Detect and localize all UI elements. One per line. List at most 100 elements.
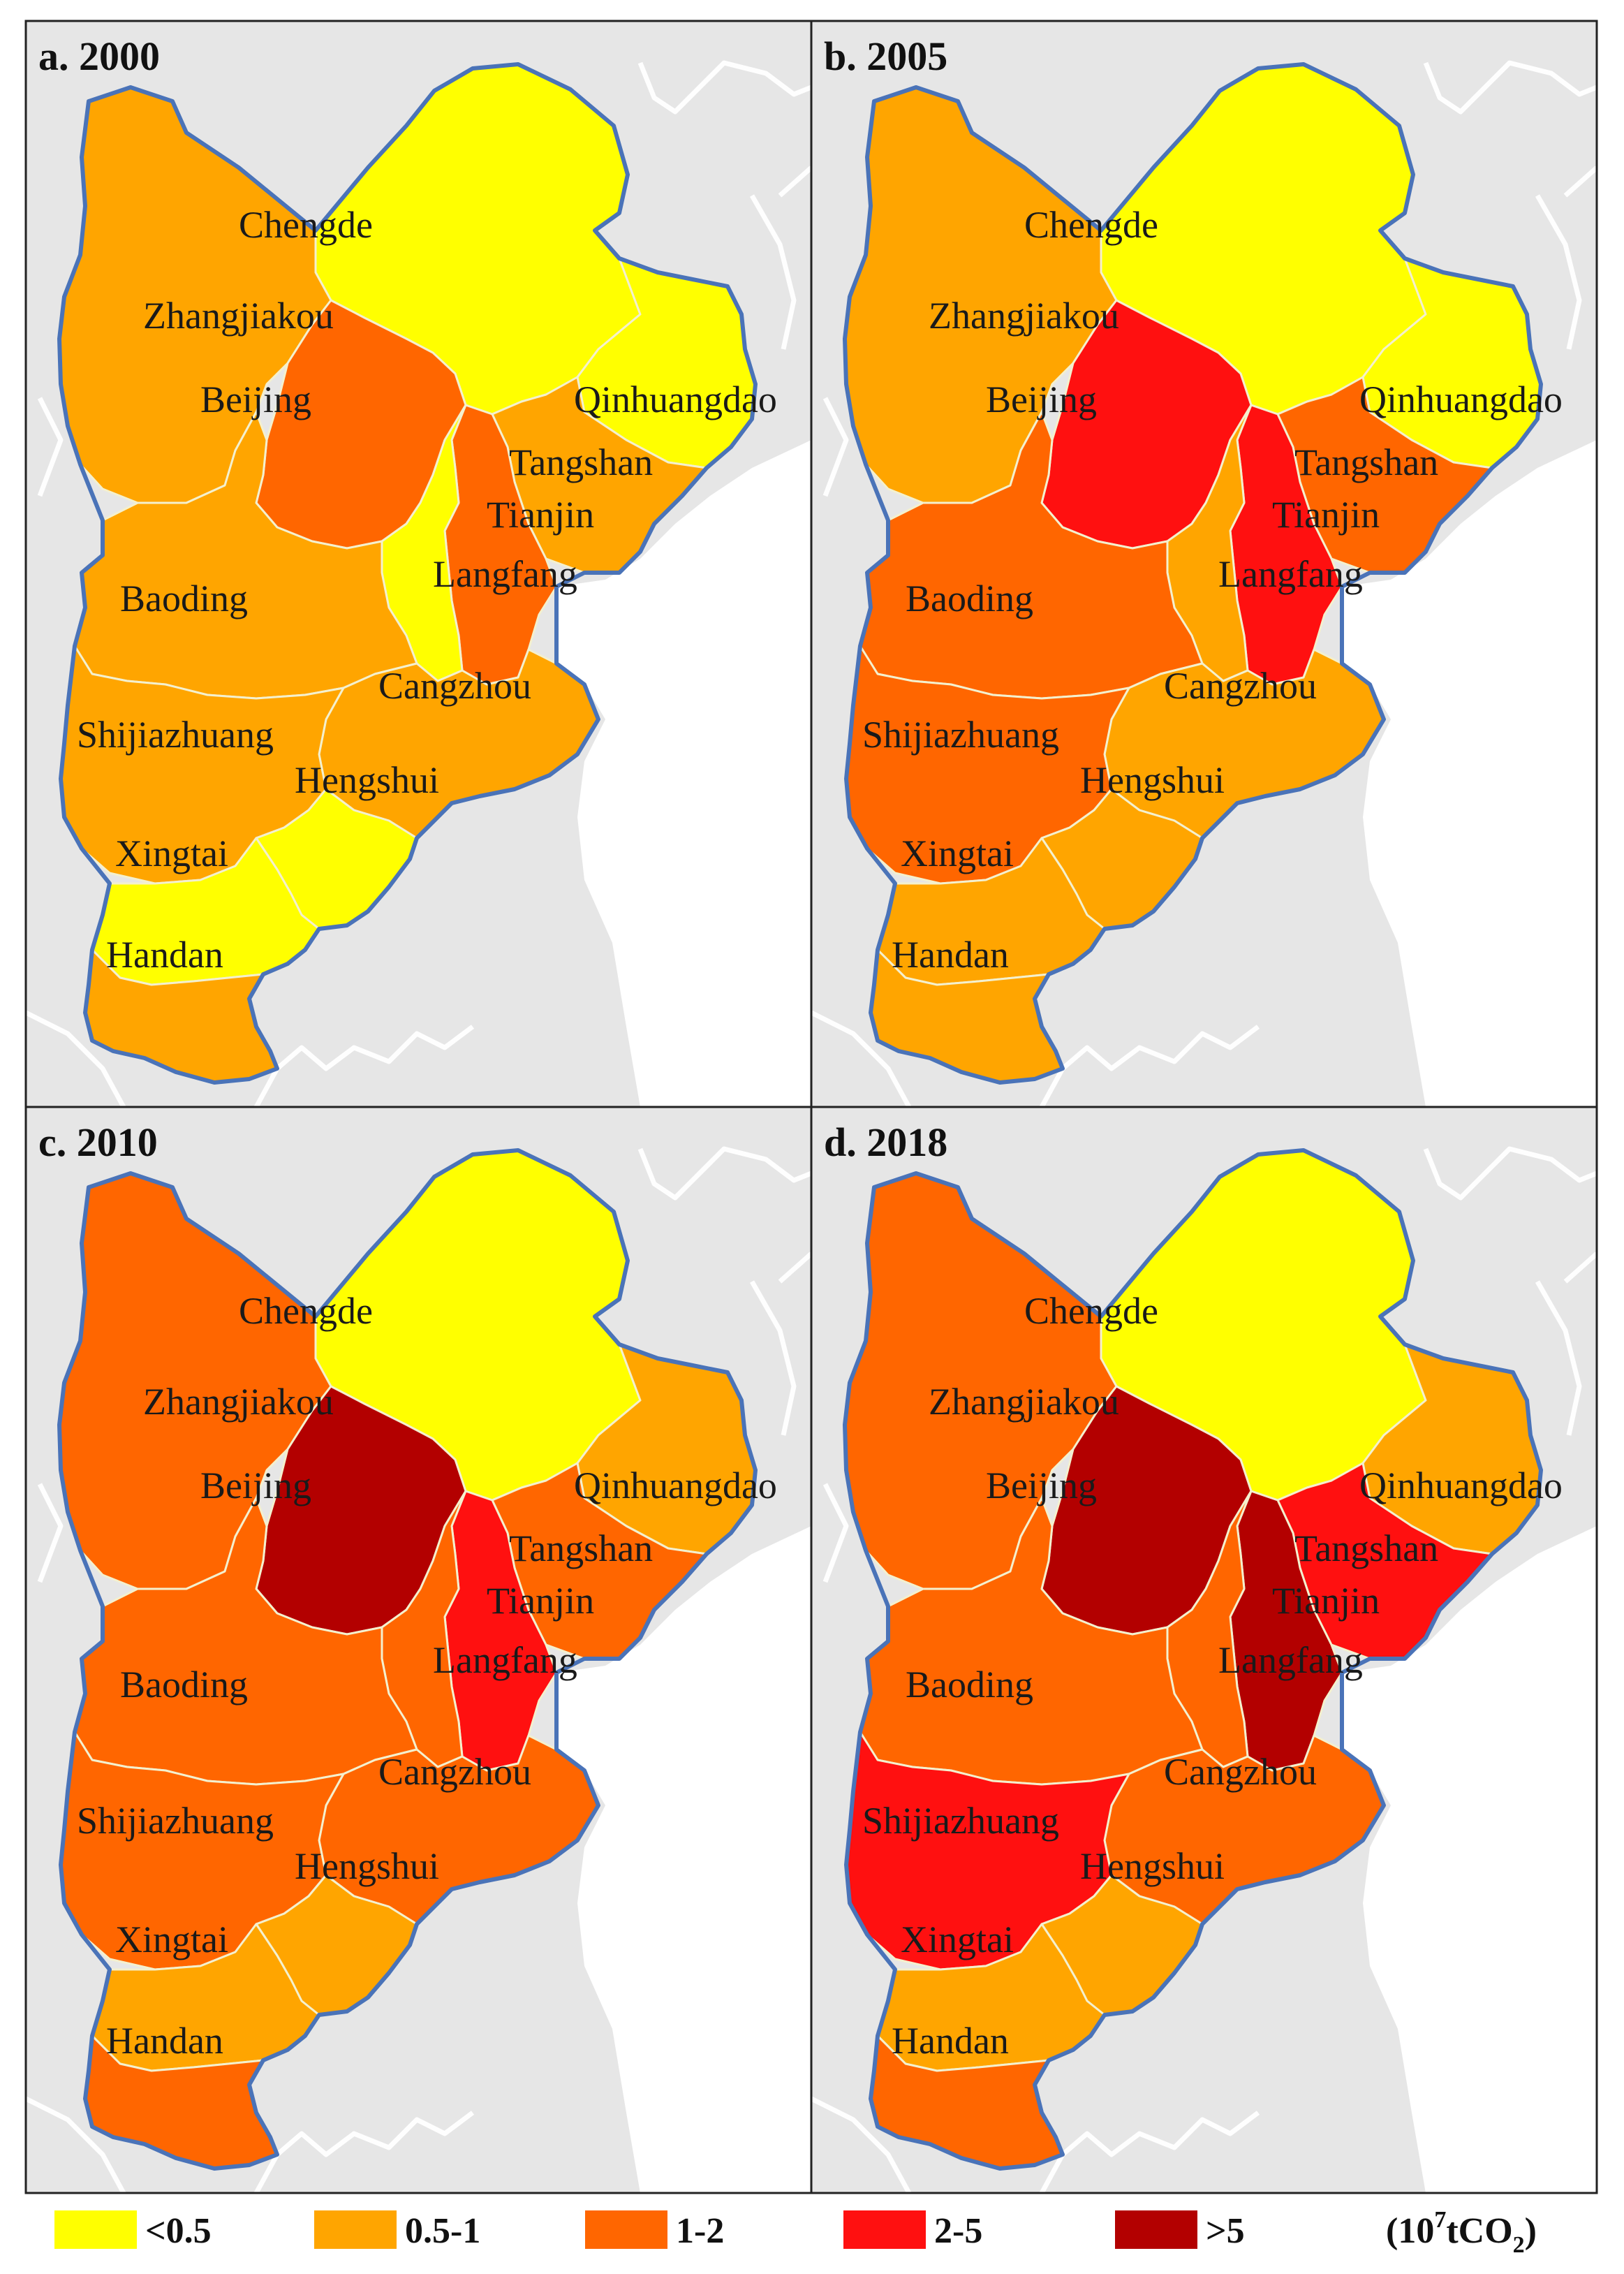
province-boundary-line (26, 2096, 126, 2193)
panel-title-a: a. 2000 (38, 34, 160, 79)
legend-label-2: 0.5-1 (405, 2211, 480, 2251)
legend-unit: (107tCO2) (1386, 2207, 1537, 2258)
region-label-tangshan: Tangshan (1294, 441, 1438, 483)
panel-title-b: b. 2005 (824, 34, 947, 79)
province-boundary-line (37, 1483, 64, 1583)
province-boundary-line (637, 1146, 811, 1201)
province-boundary-line (637, 60, 811, 115)
region-label-xingtai: Xingtai (901, 1919, 1014, 1960)
sea-area (682, 705, 780, 810)
province-boundary-line (778, 1252, 811, 1284)
region-label-chengde: Chengde (1024, 204, 1158, 246)
region-label-baoding: Baoding (120, 1664, 248, 1706)
panel-title-c: c. 2010 (38, 1120, 158, 1165)
region-label-chengde: Chengde (239, 204, 373, 246)
region-outline (843, 1148, 1543, 2171)
province-boundary-line (822, 1483, 849, 1583)
region-label-xingtai: Xingtai (901, 832, 1014, 874)
legend-swatch-4 (843, 2210, 926, 2249)
province-boundary-line (811, 1010, 912, 1107)
sea-area (1468, 705, 1565, 810)
region-label-baoding: Baoding (120, 578, 248, 619)
region-label-zhangjiakou: Zhangjiakou (143, 1381, 334, 1423)
region-label-qinhuangdao: Qinhuangdao (1359, 1465, 1563, 1506)
region-label-langfang: Langfang (433, 1639, 577, 1681)
region-label-tangshan: Tangshan (1294, 1527, 1438, 1569)
province-boundary-line (1423, 60, 1597, 115)
province-boundary-line (253, 1025, 475, 1107)
region-label-zhangjiakou: Zhangjiakou (929, 295, 1119, 337)
region-outline (57, 62, 758, 1085)
region-label-shijiazhuang: Shijiazhuang (77, 1800, 274, 1842)
province-boundary-line (1423, 1146, 1597, 1201)
region-label-handan: Handan (892, 2020, 1009, 2062)
legend-swatch-3 (585, 2210, 667, 2249)
sea-area (1468, 1791, 1565, 1896)
region-label-shijiazhuang: Shijiazhuang (77, 714, 274, 756)
map-panel-c: Chengde Zhangjiakou Beijing Qinhuangdao Tang… (26, 1107, 811, 2193)
province-boundary-line (778, 166, 811, 198)
region-label-zhangjiakou: Zhangjiakou (929, 1381, 1119, 1423)
region-label-qinhuangdao: Qinhuangdao (1359, 379, 1563, 420)
region-label-hengshui: Hengshui (295, 1845, 439, 1887)
region-label-handan: Handan (892, 934, 1009, 976)
region-label-cangzhou: Cangzhou (1164, 665, 1317, 707)
legend-label-5: >5 (1206, 2211, 1245, 2251)
region-label-tianjin: Tianjin (1272, 1580, 1380, 1622)
region-label-langfang: Langfang (1218, 1639, 1363, 1681)
region-label-tianjin: Tianjin (1272, 494, 1380, 536)
region-label-cangzhou: Cangzhou (1164, 1751, 1317, 1793)
province-boundary-line (1535, 1280, 1582, 1436)
map-panel-a: Chengde Zhangjiakou Beijing Qinhuangdao Tang… (26, 21, 811, 1107)
region-label-qinhuangdao: Qinhuangdao (574, 379, 777, 420)
region-label-tianjin: Tianjin (487, 494, 594, 536)
region-label-beijing: Beijing (986, 1465, 1097, 1506)
legend-swatch-1 (54, 2210, 137, 2249)
region-label-hengshui: Hengshui (1080, 759, 1225, 801)
region-label-shijiazhuang: Shijiazhuang (862, 1800, 1059, 1842)
region-label-handan: Handan (106, 2020, 223, 2062)
sea-area (1342, 440, 1597, 1107)
sea-area (682, 1791, 780, 1896)
region-label-langfang: Langfang (1218, 553, 1363, 595)
province-boundary-line (1535, 194, 1582, 350)
sea-area (556, 440, 811, 1107)
region-label-beijing: Beijing (200, 379, 311, 420)
region-label-baoding: Baoding (906, 1664, 1033, 1706)
region-label-langfang: Langfang (433, 553, 577, 595)
region-label-xingtai: Xingtai (115, 832, 228, 874)
province-boundary-line (253, 2111, 475, 2193)
region-label-shijiazhuang: Shijiazhuang (862, 714, 1059, 756)
region-label-handan: Handan (106, 934, 223, 976)
legend-swatch-2 (314, 2210, 397, 2249)
province-boundary-line (1039, 2111, 1260, 2193)
region-label-chengde: Chengde (1024, 1290, 1158, 1332)
region-outline (843, 62, 1543, 1085)
province-boundary-line (1563, 1252, 1597, 1284)
province-boundary-line (811, 2096, 912, 2193)
map-panel-b: Chengde Zhangjiakou Beijing Qinhuangdao Tang… (811, 21, 1597, 1107)
region-label-tianjin: Tianjin (487, 1580, 594, 1622)
region-label-xingtai: Xingtai (115, 1919, 228, 1960)
region-label-hengshui: Hengshui (1080, 1845, 1225, 1887)
region-label-beijing: Beijing (986, 379, 1097, 420)
panel-title-d: d. 2018 (824, 1120, 947, 1165)
region-label-baoding: Baoding (906, 578, 1033, 619)
legend: <0.5 0.5-1 1-2 2-5 >5 (107tCO2) (54, 2207, 1537, 2258)
sea-area (556, 1526, 811, 2193)
region-label-beijing: Beijing (200, 1465, 311, 1506)
region-label-cangzhou: Cangzhou (378, 665, 531, 707)
region-label-zhangjiakou: Zhangjiakou (143, 295, 334, 337)
region-label-hengshui: Hengshui (295, 759, 439, 801)
province-boundary-line (37, 397, 64, 497)
region-label-tangshan: Tangshan (509, 1527, 653, 1569)
province-boundary-line (26, 1010, 126, 1107)
province-boundary-line (1563, 166, 1597, 198)
map-panel-d: Chengde Zhangjiakou Beijing Qinhuangdao Tang… (811, 1107, 1597, 2193)
legend-label-1: <0.5 (145, 2211, 212, 2251)
province-boundary-line (749, 1280, 797, 1436)
region-label-tangshan: Tangshan (509, 441, 653, 483)
region-label-cangzhou: Cangzhou (378, 1751, 531, 1793)
legend-swatch-5 (1115, 2210, 1197, 2249)
province-boundary-line (749, 194, 797, 350)
